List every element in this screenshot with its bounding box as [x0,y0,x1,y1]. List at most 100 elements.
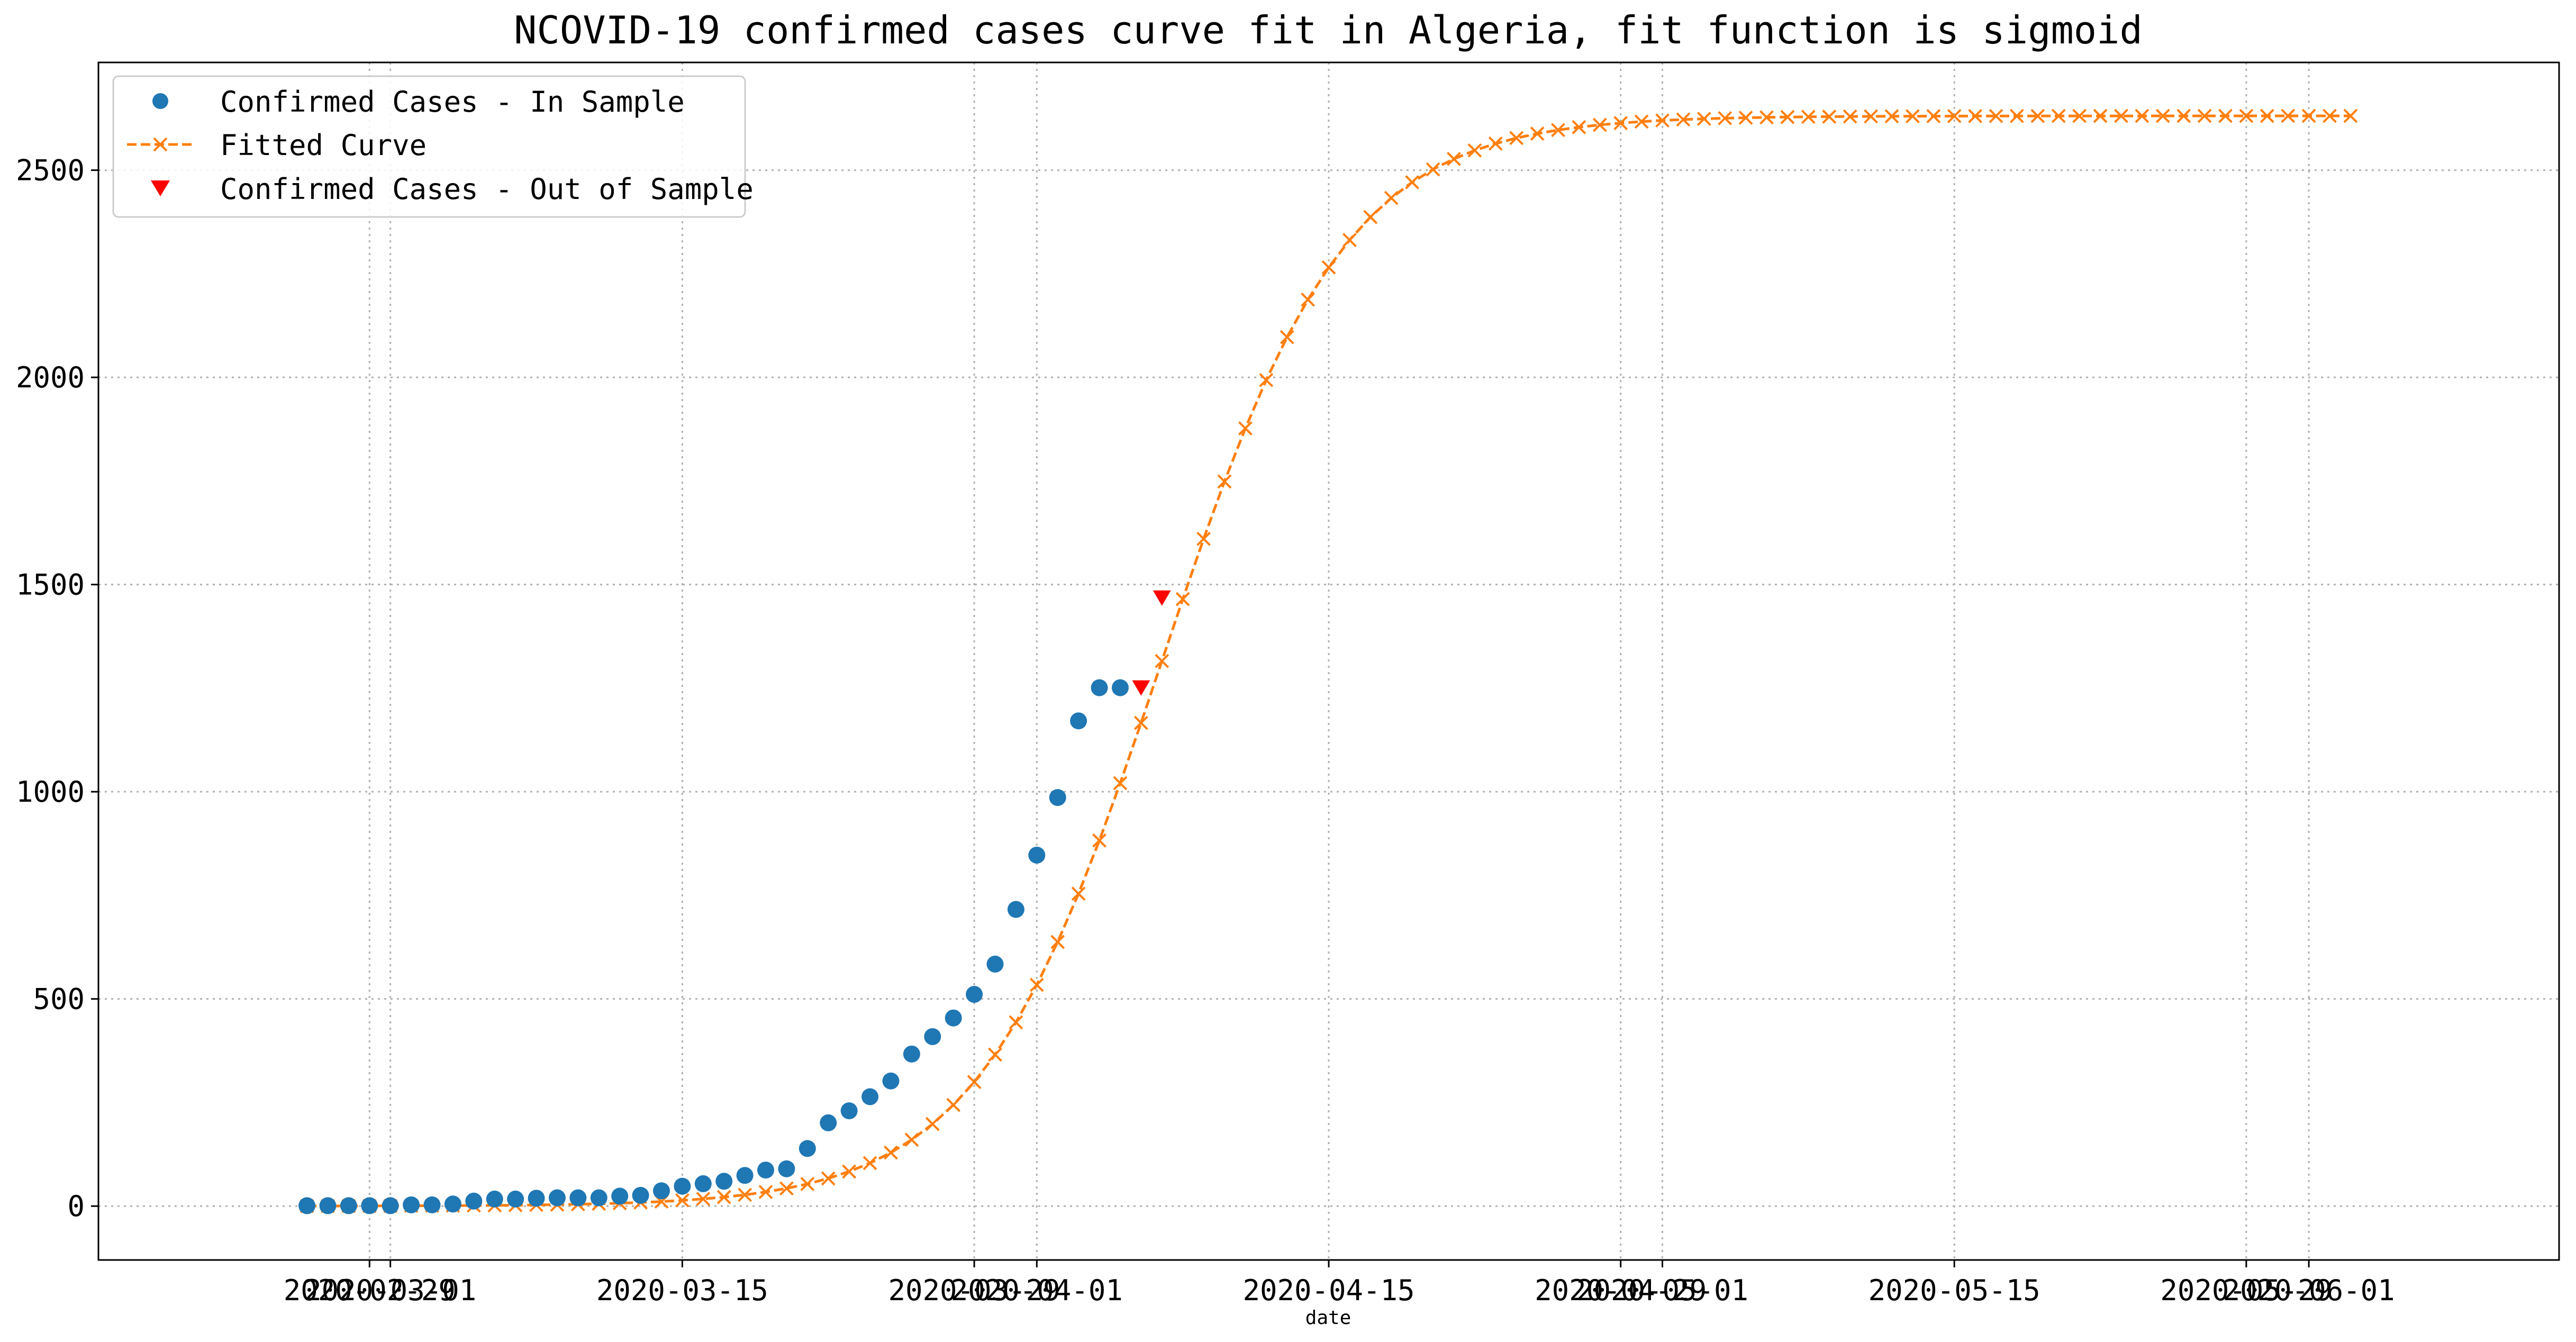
fitted-curve-point [1989,108,2003,123]
fitted-curve-point [1342,233,1357,247]
in-sample-point [778,1160,795,1177]
in-sample-point [694,1175,712,1192]
in-sample-point [820,1114,837,1131]
in-sample-point [757,1162,775,1179]
legend-label-in-sample: Confirmed Cases - In Sample [220,85,685,119]
fitted-curve-point [2343,108,2358,123]
in-sample-point [1049,789,1066,806]
in-sample-point [632,1186,649,1204]
fitted-curve-point [800,1176,815,1191]
fitted-curve-point [2155,108,2170,123]
in-sample-point [903,1045,920,1063]
fitted-curve-point [1384,191,1399,205]
fitted-curve-point [1509,131,1524,146]
x-tick-label: 2020-04-15 [1242,1274,1414,1307]
fitted-curve-point [2239,108,2254,123]
fitted-curve-point [1822,109,1837,124]
in-sample-point [444,1195,461,1213]
in-sample-point [1091,679,1108,696]
fitted-curve-point [1572,120,1586,134]
fitted-curve-point [925,1117,940,1131]
y-tick-label: 500 [33,983,85,1016]
in-sample-point [652,1182,670,1200]
fitted-curve-point [2260,108,2274,123]
in-sample-point [861,1088,879,1105]
in-sample-point [945,1009,962,1027]
out-of-sample-point [1132,680,1150,696]
in-sample-point [924,1028,941,1045]
out-of-sample-series [1132,590,1171,696]
fitted-curve-point [1718,111,1733,125]
in-sample-point [840,1102,858,1120]
fitted-curve-point [884,1145,898,1160]
fitted-curve-point [1864,109,1878,124]
fitted-curve-point [1780,110,1795,124]
y-tick-label: 1500 [16,568,85,602]
legend-label-out-of-sample: Confirmed Cases - Out of Sample [220,173,754,206]
fitted-curve-point [821,1171,836,1186]
fitted-curve-point [1280,330,1294,344]
fitted-curve-point [2135,108,2149,123]
x-tick-label: 2020-03-15 [596,1274,768,1307]
fitted-curve-point [675,1193,690,1208]
fitted-curve-point [1738,111,1753,125]
x-tick-label: 2020-03-01 [304,1274,476,1307]
y-axis-ticks: 0 500 1000 1500 2000 2500 [16,154,98,1223]
in-sample-series [298,679,1129,1214]
x-tick-label: 2020-06-01 [2223,1274,2395,1307]
in-sample-point [507,1190,524,1208]
fitted-curve-point [1050,935,1065,949]
legend: Confirmed Cases - In Sample Fitted Curve… [112,75,754,218]
fitted-curve-point [1905,109,1920,123]
in-sample-point [799,1140,816,1157]
fitted-curve-point [2281,108,2296,123]
fitted-curve-point [1947,108,1962,123]
y-tick-label: 1000 [16,775,85,809]
in-sample-point [486,1190,503,1208]
fitted-curve-point [1405,175,1420,189]
legend-marker-in-sample [152,93,168,109]
fitted-curve-point [1801,110,1816,124]
in-sample-point [736,1167,754,1184]
in-sample-point [340,1197,357,1214]
in-sample-point [319,1197,337,1214]
in-sample-point [361,1197,378,1214]
in-sample-point [674,1177,691,1195]
x-tick-label: 2020-04-29 [1535,1274,1707,1307]
y-tick-label: 2500 [16,154,85,187]
fitted-curve-point [904,1132,919,1147]
x-gridlines [368,62,2310,1260]
fitted-curve-point [2218,108,2233,123]
y-tick-label: 0 [67,1190,85,1223]
plot-area [97,61,2560,1261]
fitted-curve-point [2114,108,2128,123]
fitted-curve-point [2010,108,2024,123]
x-tick-label: 2020-05-01 [1576,1274,1748,1307]
fitted-curve-point [863,1156,877,1171]
y-tick-label: 2000 [16,361,85,394]
fitted-curve-point [1884,109,1899,124]
fitted-curve-point [1071,886,1086,901]
fitted-curve-point [988,1047,1002,1062]
fitted-curve-point [1175,592,1190,606]
in-sample-point [403,1196,420,1213]
in-sample-point [986,955,1004,973]
in-sample-point [1007,901,1024,918]
legend-box [112,75,746,218]
fitted-curve-point [1447,151,1461,166]
fitted-curve-point [1321,260,1336,275]
in-sample-point [528,1190,545,1207]
fitted-curve-point [1551,123,1565,138]
in-sample-point [382,1197,399,1214]
fitted-curve-point [1113,776,1128,791]
fitted-curve-point [1301,292,1316,307]
fitted-curve-point [1196,531,1211,546]
in-sample-point [298,1197,316,1214]
fitted-curve-point [1759,110,1774,125]
fitted-curve-point [2176,108,2191,123]
x-tick-label: 2020-05-15 [1868,1274,2040,1307]
fitted-curve-point [1155,654,1169,668]
fitted-curve-point [1613,116,1628,130]
